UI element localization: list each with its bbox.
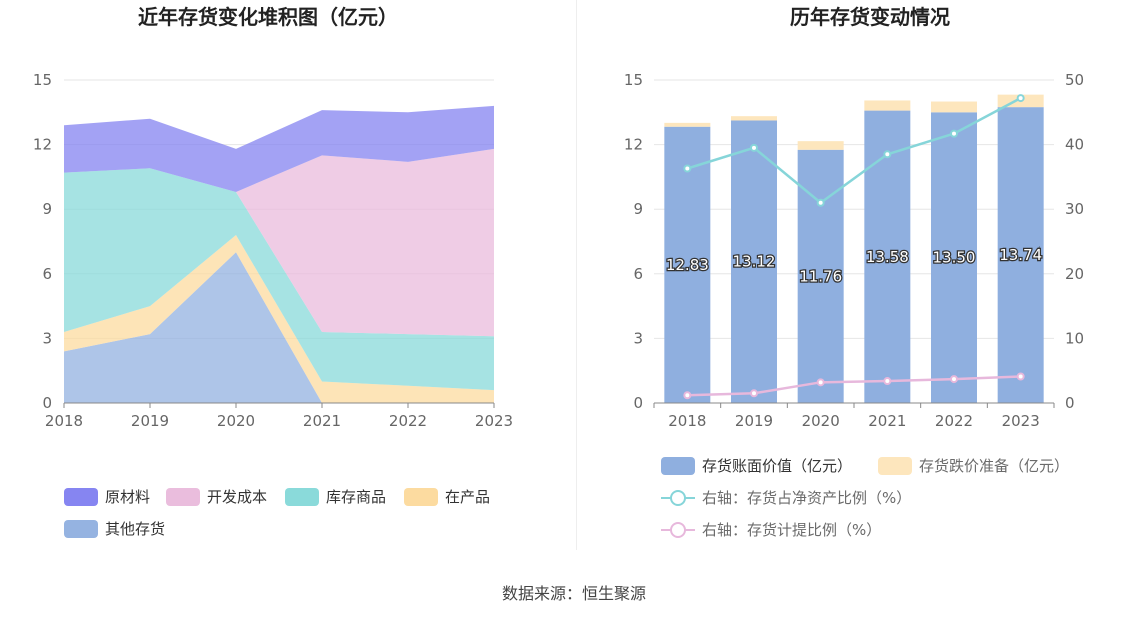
legend-swatch-开发成本 — [166, 488, 200, 506]
left-y-tick-label: 6 — [42, 265, 52, 283]
right-legend[interactable]: 存货账面价值（亿元） 存货跌价准备（亿元） 右轴：存货占净资产比例（%） 右轴：存货计… — [661, 457, 1069, 539]
right-x-tick-label: 2023 — [1002, 412, 1040, 430]
left-x-tick-label: 2019 — [131, 412, 169, 430]
left-chart-title: 近年存货变化堆积图（亿元） — [138, 5, 398, 29]
line-series-1 — [686, 96, 1022, 205]
legend-swatch-库存商品 — [285, 488, 319, 506]
right-x-tick-label: 2018 — [668, 412, 706, 430]
line-point-2 — [750, 389, 758, 398]
legend-label-在产品: 在产品 — [445, 488, 490, 506]
right-left-y-tick-label: 3 — [633, 329, 643, 347]
bar-book-value — [864, 110, 911, 403]
right-right-y-tick-label: 30 — [1065, 200, 1084, 218]
bar-value-label: 13.74 — [999, 246, 1042, 264]
right-x-tick-label: 2021 — [868, 412, 906, 430]
left-x-tick-label: 2021 — [303, 412, 341, 430]
bar-value-label: 13.12 — [733, 253, 776, 271]
right-left-y-tick-label: 15 — [624, 71, 643, 89]
bar-book-value — [664, 126, 711, 404]
area-在产品 — [64, 235, 494, 403]
legend-swatch-在产品 — [404, 488, 438, 506]
line-point-1 — [1016, 94, 1025, 103]
bar-value-label: 13.58 — [866, 248, 909, 266]
legend-marker-line-1 — [670, 490, 686, 506]
area-开发成本 — [64, 148, 494, 337]
line-point-1 — [683, 164, 692, 173]
bar-impairment-reserve — [931, 101, 977, 113]
legend-swatch-其他存货 — [64, 520, 98, 538]
right-chart-title: 历年存货变动情况 — [790, 5, 950, 29]
right-lines — [683, 94, 1025, 400]
bar-impairment-reserve — [731, 116, 777, 121]
right-x-tick-label: 2022 — [935, 412, 973, 430]
legend-marker-line-2 — [670, 522, 686, 538]
bar-value-label: 12.83 — [666, 256, 709, 274]
right-left-y-tick-label: 12 — [624, 136, 643, 154]
line-point-1 — [950, 129, 958, 138]
left-y-tick-label: 3 — [42, 329, 52, 347]
right-axis: 2018 2019 2020 2021 2022 2023 — [653, 402, 1055, 430]
left-x-tick-label: 2023 — [475, 412, 513, 430]
line-series-2 — [687, 375, 1021, 397]
right-right-y-tick-label: 40 — [1065, 136, 1084, 154]
right-left-y-tick-label: 6 — [633, 265, 643, 283]
left-area-series — [64, 105, 494, 403]
left-x-tick-label: 2022 — [389, 412, 427, 430]
left-y-tick-label: 0 — [42, 394, 52, 412]
data-source-note: 数据来源：恒生聚源 — [501, 584, 646, 603]
legend-label-开发成本: 开发成本 — [207, 488, 267, 506]
bar-book-value — [931, 112, 977, 404]
legend-swatch-原材料 — [64, 488, 98, 506]
bar-value-label: 13.50 — [933, 249, 976, 267]
line-point-2 — [883, 377, 892, 386]
right-x-tick-label: 2020 — [802, 412, 840, 430]
area-原材料 — [64, 105, 494, 192]
bar-impairment-reserve — [797, 141, 844, 150]
line-point-2 — [683, 391, 692, 400]
line-point-1 — [816, 198, 825, 207]
right-x-tick-label: 2019 — [735, 412, 773, 430]
line-point-2 — [950, 375, 958, 384]
line-point-1 — [883, 150, 892, 159]
bar-value-label: 11.76 — [799, 267, 842, 285]
legend-label-line-2: 右轴：存货计提比例（%） — [702, 521, 881, 539]
bar-book-value — [731, 120, 777, 403]
right-right-y-tick-label: 20 — [1065, 265, 1084, 283]
right-bars: 12.83 13.12 11.76 13.58 13.50 13.74 — [664, 94, 1044, 404]
area-库存商品 — [64, 168, 494, 391]
left-x-tick-label: 2020 — [217, 412, 255, 430]
left-y-tick-label: 15 — [33, 71, 52, 89]
left-y-tick-label: 9 — [42, 200, 52, 218]
right-left-y-tick-label: 9 — [633, 200, 643, 218]
bar-line-chart-panel: 历年存货变动情况 0 3 6 9 12 15 0 10 20 30 40 50 12.83 13.12 1… — [577, 0, 1148, 560]
left-axis: 2018 2019 2020 2021 2022 2023 — [45, 402, 513, 430]
line-point-1 — [750, 143, 758, 152]
bar-impairment-reserve — [864, 100, 911, 111]
panel-divider — [576, 0, 577, 550]
right-left-y-tick-label: 0 — [633, 394, 643, 412]
left-x-tick-label: 2018 — [45, 412, 83, 430]
right-right-y-tick-label: 10 — [1065, 329, 1084, 347]
legend-label-bar-1: 存货账面价值（亿元） — [702, 457, 852, 475]
left-y-tick-label: 12 — [33, 136, 52, 154]
line-point-2 — [1016, 372, 1025, 381]
legend-label-原材料: 原材料 — [105, 488, 150, 506]
right-right-y-tick-label: 0 — [1065, 394, 1075, 412]
bar-book-value — [997, 107, 1044, 403]
bar-impairment-reserve — [664, 122, 711, 127]
stacked-area-chart-panel: 近年存货变化堆积图（亿元） 0 3 6 9 12 15 2018 2019 2020 2021 2… — [0, 0, 576, 560]
legend-swatch-bar-1 — [661, 457, 695, 475]
line-point-2 — [816, 378, 825, 387]
right-right-y-tick-label: 50 — [1065, 71, 1084, 89]
legend-label-line-1: 右轴：存货占净资产比例（%） — [702, 489, 911, 507]
legend-swatch-bar-2 — [878, 457, 912, 475]
legend-label-其他存货: 其他存货 — [105, 520, 165, 538]
legend-label-bar-2: 存货跌价准备（亿元） — [919, 457, 1069, 475]
legend-label-库存商品: 库存商品 — [326, 488, 386, 506]
